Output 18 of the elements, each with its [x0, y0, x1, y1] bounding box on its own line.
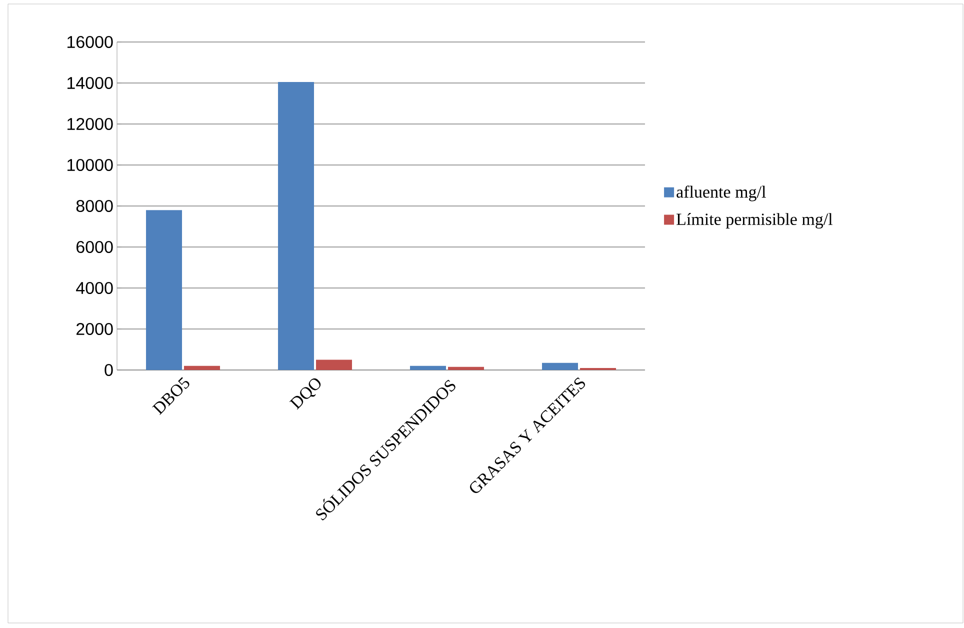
y-tick-label: 16000	[68, 36, 113, 48]
y-tick-label: 12000	[68, 118, 113, 130]
bar	[410, 366, 446, 370]
y-tick-label: 8000	[76, 200, 113, 212]
y-tick-label: 0	[104, 364, 113, 376]
y-tick-label: 10000	[68, 158, 113, 172]
bar	[184, 366, 220, 370]
y-tick-label: 14000	[68, 76, 113, 90]
bar	[542, 362, 578, 370]
bar	[316, 360, 352, 370]
y-tick-label: 6000	[76, 240, 113, 254]
bar	[146, 210, 182, 370]
y-tick-label: 4000	[76, 282, 113, 294]
bar	[448, 366, 484, 370]
legend-label: afluente mg/l	[676, 186, 766, 202]
bar	[278, 82, 314, 370]
y-tick-label: 2000	[76, 322, 113, 336]
legend-label: Límite permisible mg/l	[676, 213, 832, 229]
